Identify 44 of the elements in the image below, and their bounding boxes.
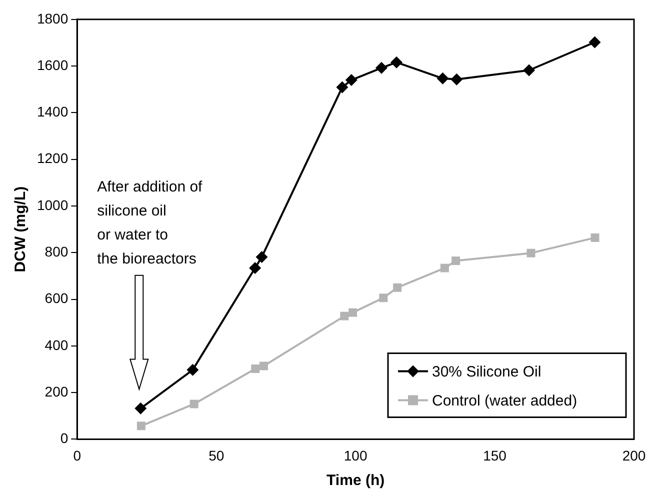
y-tick-label: 200	[44, 383, 68, 400]
point	[436, 72, 449, 84]
x-axis-title: Time (h)	[326, 472, 385, 490]
point	[251, 364, 260, 374]
point	[340, 312, 349, 320]
y-axis-title: DCW (mg/L)	[12, 186, 30, 272]
y-tick-label: 600	[44, 290, 68, 306]
y-tick-label: 1800	[36, 10, 68, 26]
y-tick-label: 1600	[36, 56, 68, 73]
point	[526, 248, 536, 258]
x-tick-label: 200	[622, 447, 646, 464]
point	[590, 233, 600, 242]
point	[249, 262, 262, 274]
point	[136, 422, 146, 430]
point	[440, 264, 449, 272]
legend-label: 30% Silicone Oil	[432, 363, 542, 380]
x-tick-label: 100	[344, 447, 368, 464]
point	[390, 56, 402, 68]
point	[450, 73, 463, 86]
point	[186, 364, 199, 376]
point	[379, 294, 388, 302]
x-tick-label: 150	[483, 447, 507, 464]
point	[256, 251, 268, 264]
y-tick-label: 1400	[36, 104, 68, 120]
y-tick-label: 800	[44, 243, 68, 260]
legend-label: Control (water added)	[432, 392, 578, 410]
point	[588, 36, 601, 48]
point	[259, 362, 268, 370]
point	[348, 308, 358, 317]
point	[393, 283, 402, 292]
point	[375, 62, 388, 74]
x-tick-label: 0	[73, 447, 82, 464]
point	[190, 400, 198, 408]
y-tick-label: 1000	[36, 196, 68, 213]
point	[452, 256, 460, 266]
annotation: After addition of silicone oil or water to the bioreactors	[97, 178, 204, 268]
point	[336, 81, 348, 94]
y-tick-label: 0	[60, 430, 68, 446]
point	[134, 402, 147, 414]
point	[523, 64, 536, 76]
y-tick-label: 1200	[36, 150, 68, 166]
point	[345, 74, 358, 86]
y-tick-label: 400	[44, 336, 68, 353]
x-tick-label: 50	[208, 447, 224, 464]
